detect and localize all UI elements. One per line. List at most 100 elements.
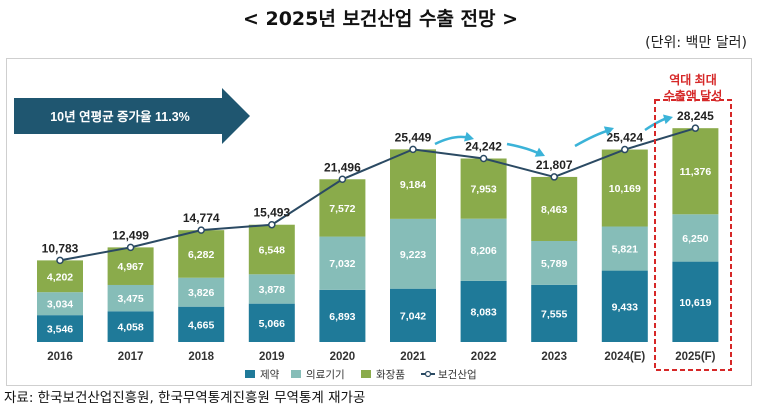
trend-arrow-icon	[574, 128, 611, 148]
x-tick-label: 2025(F)	[675, 351, 715, 363]
segment-label: 10,619	[679, 297, 711, 309]
trend-arrow-icon	[506, 142, 541, 156]
total-label: 25,424	[606, 131, 643, 145]
total-label: 10,783	[42, 241, 79, 255]
record-note: 수출액 달성	[664, 88, 723, 103]
segment-label: 5,789	[541, 258, 567, 270]
bar-segment	[248, 274, 295, 304]
labels-layer: 3,546 3,034 4,202 2016 4,058 3,475 4,967 2017 4,…	[42, 109, 716, 363]
total-point	[621, 145, 629, 154]
segment-label: 8,083	[470, 306, 496, 318]
bar-segment	[107, 311, 154, 342]
total-point	[197, 226, 205, 234]
arrow-head	[663, 114, 673, 125]
bar-segment	[319, 289, 366, 342]
segment-label: 4,058	[117, 322, 143, 334]
arrow-head	[603, 126, 614, 136]
x-tick-label: 2021	[400, 351, 426, 363]
bar-segment	[178, 277, 225, 307]
bar-segment	[601, 226, 648, 271]
segment-label: 5,066	[259, 318, 285, 330]
bar-segment	[672, 214, 719, 262]
segment-label: 6,548	[259, 245, 285, 257]
legend-swatch	[245, 370, 255, 378]
bar-segment	[601, 270, 648, 342]
bar-segment	[37, 260, 83, 293]
segment-label: 4,967	[117, 261, 143, 273]
arrow-head	[534, 147, 545, 157]
bar-segment	[178, 230, 225, 278]
bars-layer	[37, 128, 719, 342]
total-point	[338, 175, 347, 184]
segment-label: 8,206	[470, 245, 496, 257]
bar-segment	[672, 128, 719, 215]
segment-label: 6,893	[329, 311, 355, 323]
bar-segment	[107, 284, 154, 312]
segment-label: 6,250	[682, 233, 708, 245]
bar-segment	[319, 236, 366, 290]
total-label: 24,242	[465, 139, 502, 153]
bar-segment	[37, 292, 83, 316]
bar-segment	[390, 149, 436, 219]
total-point	[409, 145, 417, 154]
record-note: 역대 최대	[669, 72, 717, 87]
growth-banner-text: 10년 연평균 증가율 11.3%	[50, 109, 190, 124]
legend-label: 보건산업	[438, 368, 477, 381]
bar-segment	[531, 176, 578, 241]
trend-arrow-icon-head	[663, 114, 673, 125]
page-title: < 2025년 보건산업 수출 전망 >	[242, 8, 519, 30]
segment-label: 9,223	[400, 249, 426, 261]
arrow-head	[464, 131, 474, 142]
segment-label: 6,282	[188, 249, 214, 261]
total-point	[691, 124, 700, 132]
segment-label: 7,032	[329, 258, 355, 270]
trend-arrow-icon-head	[603, 126, 614, 136]
total-label: 21,807	[536, 158, 573, 172]
bar-segment	[531, 240, 578, 285]
record-highlight-box	[654, 99, 732, 371]
bar-segment	[390, 218, 436, 289]
total-point	[550, 173, 558, 181]
trend-arrow-icon-head	[534, 147, 545, 157]
segment-label: 3,475	[117, 293, 143, 305]
bar-segment	[37, 315, 83, 342]
segment-label: 9,433	[612, 301, 638, 313]
segment-label: 7,555	[541, 308, 567, 320]
x-tick-label: 2016	[47, 351, 73, 363]
x-tick-label: 2019	[259, 351, 285, 363]
segment-label: 3,546	[47, 324, 73, 336]
segment-label: 11,376	[680, 166, 712, 178]
trend-arrow-icon-head	[464, 131, 474, 142]
x-tick-label: 2018	[188, 351, 214, 363]
x-tick-label: 2023	[541, 351, 567, 363]
legend-label: 의료기기	[306, 369, 345, 381]
total-label: 12,499	[112, 228, 149, 242]
line-layer	[56, 124, 700, 265]
total-label: 21,496	[324, 160, 361, 174]
legend-label: 화장품	[376, 369, 405, 381]
segment-label: 8,463	[541, 204, 567, 216]
segment-label: 4,202	[47, 271, 73, 283]
segment-label: 9,184	[400, 179, 426, 191]
segment-label: 7,953	[470, 184, 496, 196]
bar-segment	[248, 224, 295, 275]
legend: 제약 의료기기 화장품 보건산업	[245, 368, 477, 381]
bar-segment	[248, 303, 295, 342]
x-tick-label: 2024(E)	[604, 351, 645, 363]
x-tick-label: 2022	[471, 351, 497, 363]
segment-label: 10,169	[609, 183, 641, 195]
total-label: 14,774	[183, 211, 220, 225]
x-tick-label: 2020	[330, 351, 356, 363]
bar-segment	[460, 218, 507, 281]
segment-label: 3,034	[47, 299, 73, 311]
segment-label: 7,572	[329, 203, 355, 215]
total-point	[479, 154, 488, 163]
bar-segment	[390, 288, 436, 342]
unit-label: (단위: 백만 달러)	[645, 35, 747, 51]
bar-segment	[107, 247, 154, 285]
bar-segment	[672, 261, 719, 342]
bar-segment	[531, 284, 578, 342]
legend-swatch	[361, 370, 371, 378]
segment-label: 3,826	[188, 287, 214, 299]
